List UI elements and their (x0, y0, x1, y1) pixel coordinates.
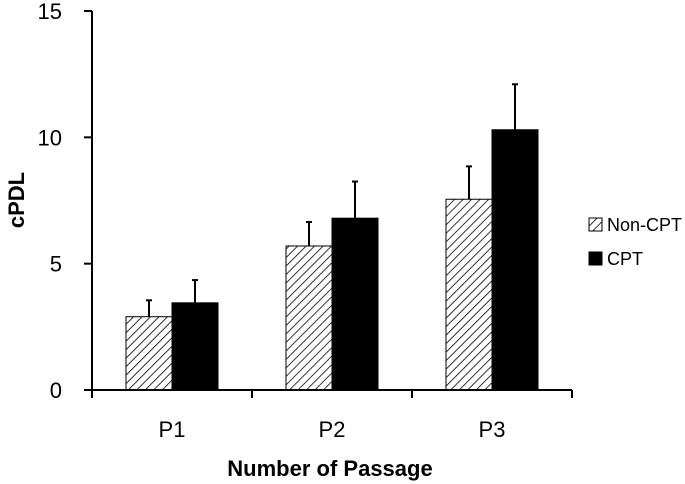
x-axis-title: Number of Passage (227, 456, 432, 481)
y-tick-label: 10 (38, 125, 62, 150)
x-tick-label: P2 (319, 417, 346, 442)
error-bars-layer (146, 83, 518, 317)
x-tick-label: P3 (479, 417, 506, 442)
legend-label-non-cpt: Non-CPT (607, 215, 682, 235)
bar-cpt-p3 (491, 129, 539, 391)
x-tick-label: P1 (159, 417, 186, 442)
bar-non-cpt-p2 (285, 245, 333, 391)
bars-layer (125, 129, 539, 391)
legend-label-cpt: CPT (607, 249, 643, 269)
y-axis-title: cPDL (4, 172, 29, 228)
y-tick-label: 0 (50, 378, 62, 403)
y-tick-label: 15 (38, 0, 62, 24)
legend-swatch-cpt (588, 251, 603, 266)
legend: Non-CPT CPT (588, 215, 682, 269)
x-ticks-layer: P1 P2 P3 (91, 390, 573, 442)
y-ticks-layer: 0 5 10 15 (38, 0, 92, 403)
bar-non-cpt-p1 (125, 316, 173, 391)
bar-non-cpt-p3 (445, 198, 493, 391)
y-tick-label: 5 (50, 252, 62, 277)
legend-swatch-non-cpt (588, 217, 603, 232)
bar-cpt-p1 (171, 302, 219, 391)
bar-cpt-p2 (331, 217, 379, 391)
